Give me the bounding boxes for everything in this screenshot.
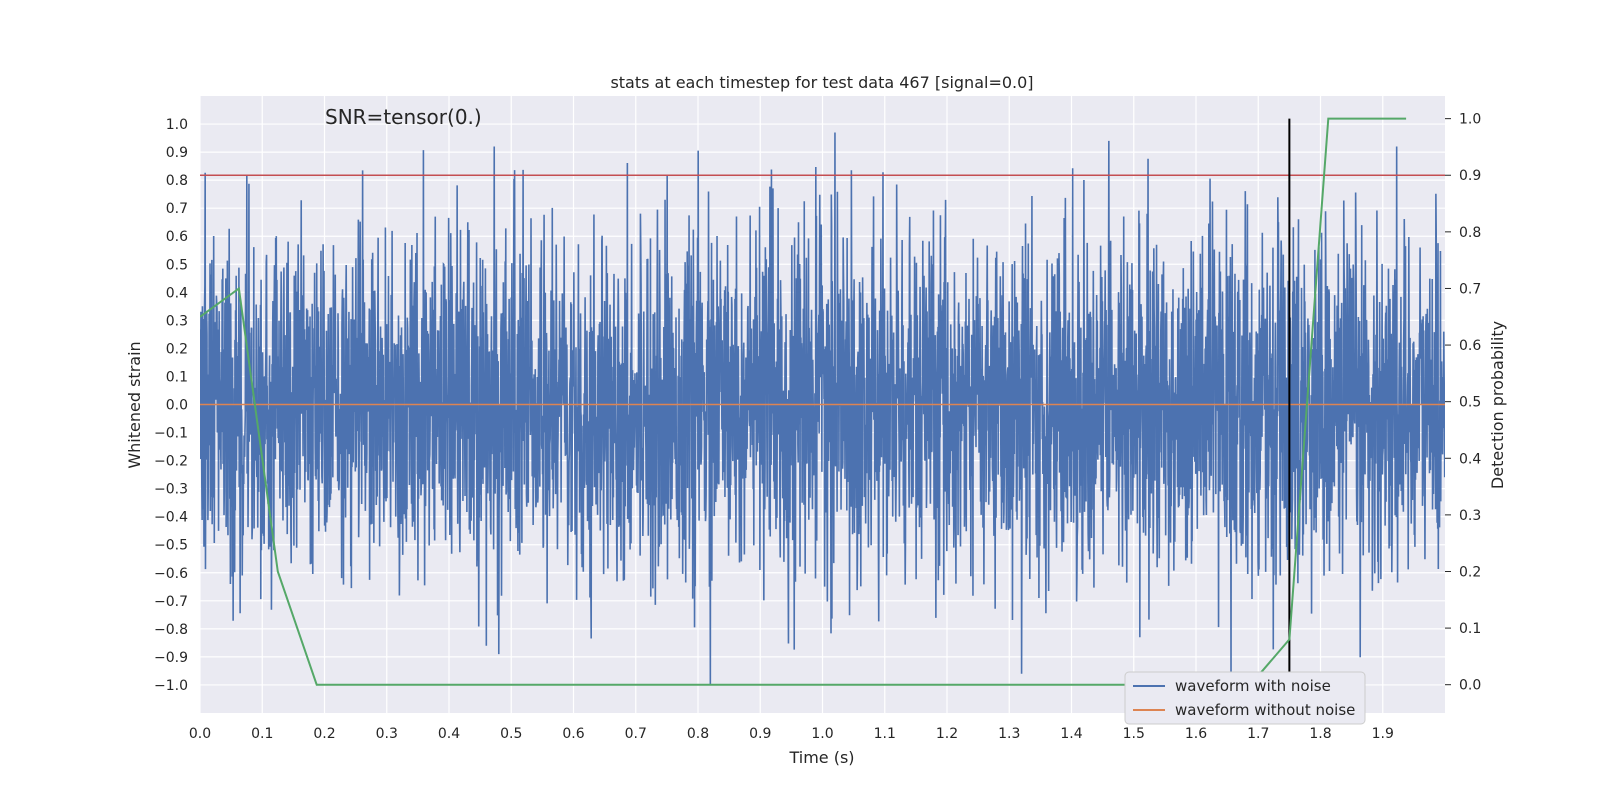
snr-annotation: SNR=tensor(0.) xyxy=(325,105,482,129)
y2-tick-label: 0.2 xyxy=(1459,564,1481,580)
x-axis-ticks: 0.0 0.1 0.2 0.3 0.4 0.5 0.6 0.7 0.8 0.9 1.0 1.1 1.2 1… xyxy=(189,726,1394,742)
legend: waveform with noise waveform without noi… xyxy=(1124,671,1366,725)
x-tick-label: 1.8 xyxy=(1309,726,1331,742)
y2-tick-label: 0.0 xyxy=(1459,678,1481,694)
y2-axis-label: Detection probability xyxy=(1488,321,1507,489)
x-tick-label: 0.4 xyxy=(438,726,460,742)
y-tick-label: −0.2 xyxy=(154,454,188,470)
y-tick-label: 0.2 xyxy=(166,341,188,357)
x-tick-label: 0.9 xyxy=(749,726,771,742)
y-tick-label: 0.5 xyxy=(166,257,188,273)
x-tick-label: 1.6 xyxy=(1185,726,1207,742)
y-tick-label: 0.9 xyxy=(166,145,188,161)
y2-tick-label: 0.4 xyxy=(1459,451,1481,467)
legend-box xyxy=(1124,671,1366,725)
y-tick-label: −0.9 xyxy=(154,650,188,666)
y-tick-label: −0.3 xyxy=(154,482,188,498)
x-tick-label: 1.7 xyxy=(1247,726,1269,742)
x-tick-label: 1.5 xyxy=(1123,726,1145,742)
y-tick-label: −0.5 xyxy=(154,538,188,554)
x-tick-label: 1.1 xyxy=(874,726,896,742)
x-tick-label: 1.4 xyxy=(1060,726,1082,742)
y2-tick-label: 0.9 xyxy=(1459,168,1481,184)
x-tick-label: 0.3 xyxy=(376,726,398,742)
x-tick-label: 0.2 xyxy=(313,726,335,742)
x-tick-label: 0.5 xyxy=(500,726,522,742)
y-tick-label: −1.0 xyxy=(154,678,188,694)
chart-title: stats at each timestep for test data 467… xyxy=(610,73,1033,92)
legend-label-noise: waveform with noise xyxy=(1175,677,1331,695)
x-axis-label: Time (s) xyxy=(788,748,854,767)
y-tick-label: 0.8 xyxy=(166,173,188,189)
y-tick-label: −0.7 xyxy=(154,594,188,610)
y-tick-label: 0.0 xyxy=(166,398,188,414)
y2-tick-label: 1.0 xyxy=(1459,112,1481,128)
x-tick-label: 0.6 xyxy=(562,726,584,742)
y2-tick-label: 0.3 xyxy=(1459,508,1481,524)
y2-tick-label: 0.8 xyxy=(1459,225,1481,241)
y-axis-ticks: −1.0 −0.9 −0.8 −0.7 −0.6 −0.5 −0.4 −0.3 −0.2 −0.1… xyxy=(154,117,188,694)
y-tick-label: 0.4 xyxy=(166,285,188,301)
y2-axis-ticks: 0.0 0.1 0.2 0.3 0.4 0.5 0.6 0.7 0.8 0.9 1.0 xyxy=(1445,112,1481,694)
y-tick-label: −0.8 xyxy=(154,622,188,638)
y-tick-label: 0.3 xyxy=(166,313,188,329)
legend-label-clean: waveform without noise xyxy=(1175,701,1355,719)
y-tick-label: −0.6 xyxy=(154,566,188,582)
y-tick-label: 1.0 xyxy=(166,117,188,133)
y2-tick-label: 0.7 xyxy=(1459,281,1481,297)
y-tick-label: −0.1 xyxy=(154,426,188,442)
x-tick-label: 1.9 xyxy=(1372,726,1394,742)
y2-tick-label: 0.1 xyxy=(1459,621,1481,637)
y2-tick-label: 0.6 xyxy=(1459,338,1481,354)
x-tick-label: 1.2 xyxy=(936,726,958,742)
y-tick-label: 0.6 xyxy=(166,229,188,245)
y-tick-label: 0.1 xyxy=(166,369,188,385)
x-tick-label: 0.7 xyxy=(625,726,647,742)
x-tick-label: 0.0 xyxy=(189,726,211,742)
x-tick-label: 1.0 xyxy=(811,726,833,742)
y-tick-label: 0.7 xyxy=(166,201,188,217)
x-tick-label: 0.1 xyxy=(251,726,273,742)
y2-tick-label: 0.5 xyxy=(1459,395,1481,411)
y-tick-label: −0.4 xyxy=(154,510,188,526)
y-axis-label: Whitened strain xyxy=(125,341,144,468)
x-tick-label: 1.3 xyxy=(998,726,1020,742)
series-waveform-with-noise xyxy=(200,132,1445,685)
x-tick-label: 0.8 xyxy=(687,726,709,742)
